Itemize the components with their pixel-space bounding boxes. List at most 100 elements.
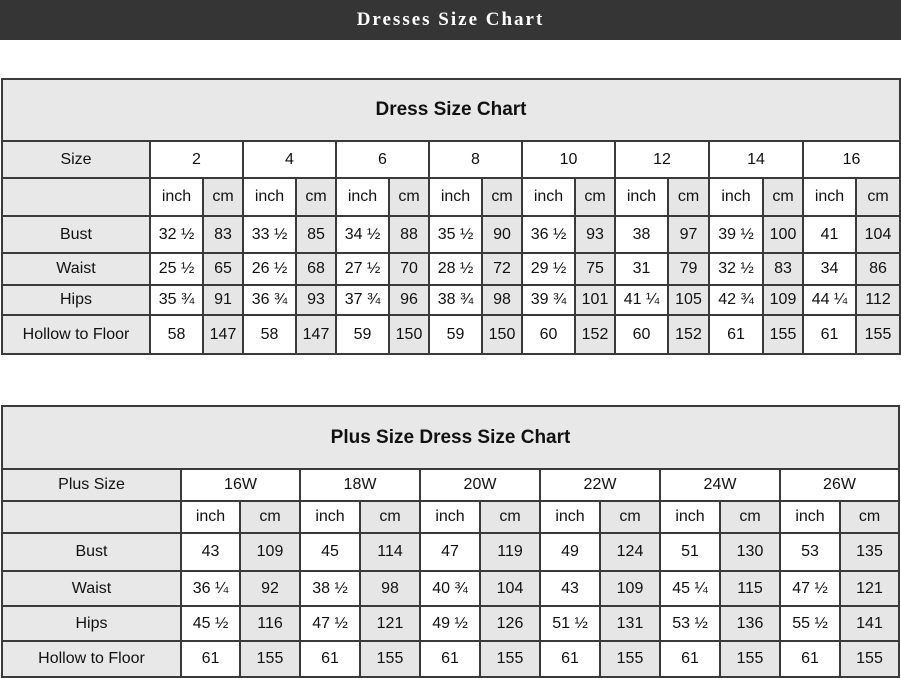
row-label: Waist — [1, 252, 151, 286]
unit-row: inch cm inch cm inch cm inch cm inch cm inch cm inch… — [1, 177, 901, 217]
size-header: 24W — [659, 468, 781, 502]
unit-cm: cm — [479, 500, 541, 534]
cm-value: 141 — [839, 605, 900, 642]
cm-value: 91 — [202, 284, 244, 316]
cm-value: 136 — [719, 605, 781, 642]
size-label: Size — [1, 140, 151, 179]
unit-inch: inch — [779, 500, 841, 534]
title-row: Plus Size Dress Size Chart — [1, 405, 900, 470]
inch-value: 53 ½ — [659, 605, 721, 642]
table-row: Bust 43 109 45 114 47 119 49 124 51 130 53 135 — [1, 532, 900, 572]
inch-value: 61 — [419, 640, 481, 678]
size-header: 4 — [242, 140, 337, 179]
inch-value: 44 ¼ — [802, 284, 857, 316]
inch-value: 58 — [242, 314, 297, 355]
inch-value: 47 — [419, 532, 481, 572]
unit-cm: cm — [854, 177, 901, 217]
unit-inch: inch — [419, 500, 481, 534]
size-header: 16 — [801, 140, 901, 179]
inch-value: 47 ½ — [299, 605, 361, 642]
cm-value: 155 — [719, 640, 781, 678]
cm-value: 72 — [481, 252, 523, 286]
page-banner: Dresses Size Chart — [0, 0, 901, 40]
unit-label-blank — [1, 177, 151, 217]
table-title: Dress Size Chart — [0, 78, 901, 142]
size-header: 8 — [428, 140, 523, 179]
cm-value: 109 — [239, 532, 301, 572]
inch-value: 51 ½ — [539, 605, 601, 642]
inch-value: 51 — [659, 532, 721, 572]
row-label: Hollow to Floor — [1, 314, 151, 355]
unit-cm: cm — [599, 500, 661, 534]
row-label: Bust — [1, 215, 151, 254]
cm-value: 112 — [854, 284, 901, 316]
row-label: Hollow to Floor — [1, 640, 182, 678]
unit-row: inch cm inch cm inch cm inch cm inch cm inch cm — [1, 500, 900, 534]
cm-value: 152 — [667, 314, 710, 355]
dress-size-table: Dress Size Chart Size 2 4 6 8 10 12 14 16 inch cm in… — [0, 78, 901, 355]
inch-value: 49 ½ — [419, 605, 481, 642]
size-header: 22W — [539, 468, 661, 502]
cm-value: 105 — [667, 284, 710, 316]
row-label: Bust — [1, 532, 182, 572]
cm-value: 86 — [854, 252, 901, 286]
cm-value: 70 — [388, 252, 430, 286]
cm-value: 135 — [839, 532, 900, 572]
size-label: Plus Size — [1, 468, 182, 502]
inch-value: 60 — [614, 314, 669, 355]
cm-value: 83 — [762, 252, 804, 286]
cm-value: 131 — [599, 605, 661, 642]
cm-value: 152 — [574, 314, 616, 355]
unit-inch: inch — [521, 177, 576, 217]
cm-value: 83 — [202, 215, 244, 254]
banner-title: Dresses Size Chart — [356, 9, 545, 30]
cm-value: 116 — [239, 605, 301, 642]
size-header: 14 — [708, 140, 804, 179]
inch-value: 61 — [180, 640, 241, 678]
unit-cm: cm — [481, 177, 523, 217]
size-header: 6 — [335, 140, 430, 179]
inch-value: 59 — [428, 314, 483, 355]
inch-value: 42 ¾ — [708, 284, 764, 316]
inch-value: 61 — [708, 314, 764, 355]
inch-value: 45 ¼ — [659, 570, 721, 607]
inch-value: 38 — [614, 215, 669, 254]
unit-cm: cm — [839, 500, 900, 534]
cm-value: 98 — [481, 284, 523, 316]
inch-value: 37 ¾ — [335, 284, 390, 316]
inch-value: 61 — [779, 640, 841, 678]
inch-value: 41 ¼ — [614, 284, 669, 316]
cm-value: 90 — [481, 215, 523, 254]
size-header: 20W — [419, 468, 541, 502]
cm-value: 114 — [359, 532, 421, 572]
cm-value: 97 — [667, 215, 710, 254]
inch-value: 31 — [614, 252, 669, 286]
inch-value: 61 — [539, 640, 601, 678]
inch-value: 59 — [335, 314, 390, 355]
cm-value: 150 — [388, 314, 430, 355]
unit-cm: cm — [359, 500, 421, 534]
unit-cm: cm — [574, 177, 616, 217]
size-row: Size 2 4 6 8 10 12 14 16 — [1, 140, 901, 179]
size-row: Plus Size 16W 18W 20W 22W 24W 26W — [1, 468, 900, 502]
unit-cm: cm — [239, 500, 301, 534]
inch-value: 29 ½ — [521, 252, 576, 286]
unit-inch: inch — [335, 177, 390, 217]
inch-value: 34 ½ — [335, 215, 390, 254]
size-header: 18W — [299, 468, 421, 502]
size-header: 10 — [521, 140, 616, 179]
size-header: 12 — [614, 140, 710, 179]
inch-value: 55 ½ — [779, 605, 841, 642]
unit-label-blank — [1, 500, 182, 534]
cm-value: 119 — [479, 532, 541, 572]
cm-value: 126 — [479, 605, 541, 642]
cm-value: 109 — [599, 570, 661, 607]
cm-value: 100 — [762, 215, 804, 254]
cm-value: 155 — [762, 314, 804, 355]
inch-value: 40 ¾ — [419, 570, 481, 607]
unit-inch: inch — [428, 177, 483, 217]
cm-value: 85 — [295, 215, 337, 254]
inch-value: 34 — [802, 252, 857, 286]
inch-value: 26 ½ — [242, 252, 297, 286]
